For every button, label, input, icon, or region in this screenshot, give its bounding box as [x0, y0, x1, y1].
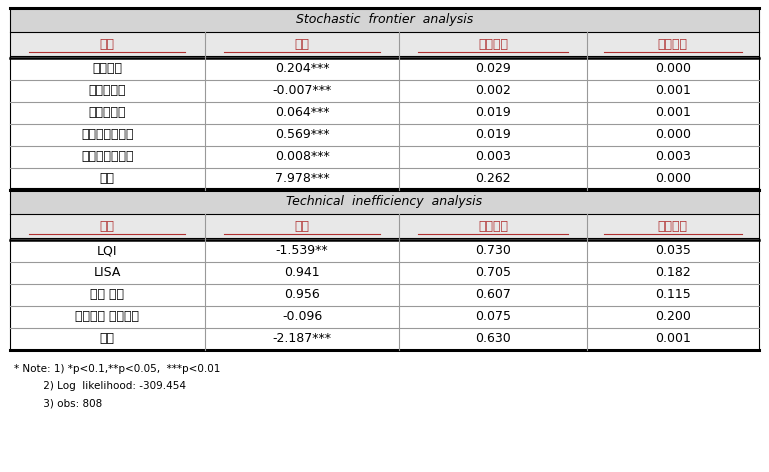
Text: 0.003: 0.003	[475, 151, 511, 163]
Text: Stochastic  frontier  analysis: Stochastic frontier analysis	[296, 14, 473, 26]
Text: 0.001: 0.001	[655, 332, 691, 346]
Text: 상수: 상수	[100, 172, 115, 185]
Text: Technical  inefficiency  analysis: Technical inefficiency analysis	[286, 195, 483, 209]
Text: 0.003: 0.003	[655, 151, 691, 163]
Text: 7.978***: 7.978***	[275, 172, 329, 185]
Bar	[10, 32, 759, 58]
Text: -0.096: -0.096	[282, 311, 322, 323]
Text: 0.000: 0.000	[655, 128, 691, 142]
Text: 0.182: 0.182	[655, 267, 691, 279]
Bar	[10, 190, 759, 214]
Bar	[10, 58, 759, 80]
Text: 0.607: 0.607	[475, 288, 511, 302]
Bar	[10, 214, 759, 240]
Text: 계수: 계수	[295, 220, 310, 234]
Text: 유의수준: 유의수준	[657, 39, 687, 51]
Text: 0.730: 0.730	[475, 244, 511, 258]
Text: * Note: 1) *p<0.1,**p<0.05,  ***p<0.01: * Note: 1) *p<0.1,**p<0.05, ***p<0.01	[14, 364, 221, 374]
Text: 0.064***: 0.064***	[275, 107, 329, 119]
Bar	[10, 262, 759, 284]
Bar	[10, 328, 759, 350]
Text: 0.002: 0.002	[475, 84, 511, 98]
Bar	[10, 240, 759, 262]
Text: 0.000: 0.000	[655, 172, 691, 185]
Text: 고정자본용역비: 고정자본용역비	[81, 151, 134, 163]
Text: 0.008***: 0.008***	[275, 151, 329, 163]
Bar	[10, 306, 759, 328]
Text: -1.539**: -1.539**	[276, 244, 328, 258]
Bar	[10, 80, 759, 102]
Text: 0.200: 0.200	[655, 311, 691, 323]
Text: 조사작목 재배경력: 조사작목 재배경력	[75, 311, 139, 323]
Text: 0.029: 0.029	[475, 62, 511, 76]
Text: LISA: LISA	[94, 267, 121, 279]
Text: 0.630: 0.630	[475, 332, 511, 346]
Text: 0.001: 0.001	[655, 84, 691, 98]
Text: 표준오차: 표준오차	[478, 39, 508, 51]
Text: 유동자본용역비: 유동자본용역비	[81, 128, 134, 142]
Bar	[10, 284, 759, 306]
Text: 3) obs: 808: 3) obs: 808	[14, 398, 102, 408]
Text: 유의수준: 유의수준	[657, 220, 687, 234]
Bar	[10, 124, 759, 146]
Text: 0.956: 0.956	[285, 288, 320, 302]
Text: 0.001: 0.001	[655, 107, 691, 119]
Text: 0.115: 0.115	[655, 288, 691, 302]
Text: 0.075: 0.075	[475, 311, 511, 323]
Text: 자가노동비: 자가노동비	[88, 107, 126, 119]
Text: 0.569***: 0.569***	[275, 128, 329, 142]
Text: 0.705: 0.705	[475, 267, 511, 279]
Text: 0.019: 0.019	[475, 128, 511, 142]
Bar	[10, 168, 759, 190]
Text: 변수: 변수	[100, 39, 115, 51]
Text: LQI: LQI	[97, 244, 118, 258]
Bar	[10, 146, 759, 168]
Text: 변수: 변수	[100, 220, 115, 234]
Text: 2) Log  likelihood: -309.454: 2) Log likelihood: -309.454	[14, 381, 186, 391]
Text: 고용노동비: 고용노동비	[88, 84, 126, 98]
Text: 재배면적: 재배면적	[92, 62, 122, 76]
Text: 0.000: 0.000	[655, 62, 691, 76]
Text: -2.187***: -2.187***	[272, 332, 331, 346]
Text: -0.007***: -0.007***	[272, 84, 331, 98]
Text: 0.035: 0.035	[655, 244, 691, 258]
Text: 측성 더미: 측성 더미	[91, 288, 125, 302]
Text: 상수: 상수	[100, 332, 115, 346]
Text: 표준오차: 표준오차	[478, 220, 508, 234]
Text: 0.941: 0.941	[285, 267, 320, 279]
Bar	[10, 102, 759, 124]
Text: 0.204***: 0.204***	[275, 62, 329, 76]
Text: 0.019: 0.019	[475, 107, 511, 119]
Text: 계수: 계수	[295, 39, 310, 51]
Text: 0.262: 0.262	[475, 172, 511, 185]
Bar	[10, 8, 759, 32]
